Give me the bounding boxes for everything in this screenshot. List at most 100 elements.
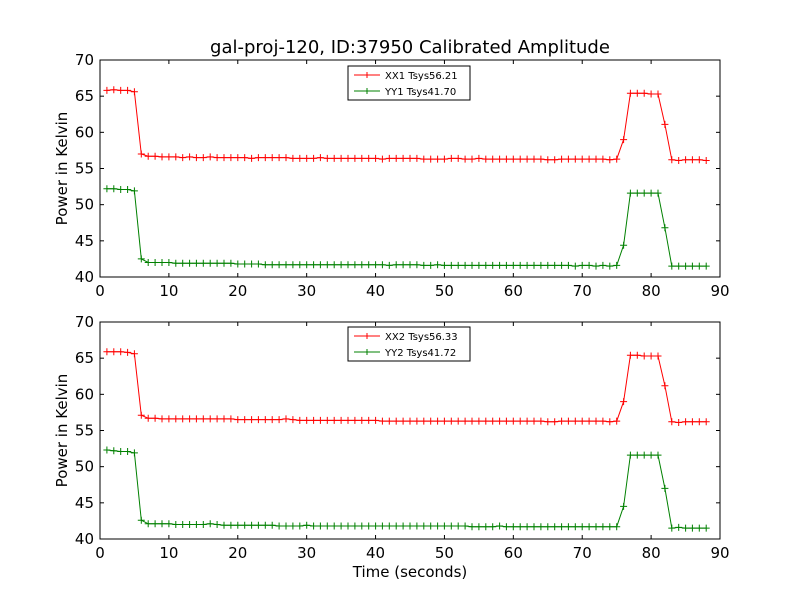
data-point-marker [337,416,345,424]
x-tick-label: 10 [159,544,178,562]
legend-entry: XX1 Tsys56.21 [354,71,458,82]
data-point-marker [599,523,607,531]
data-point-marker [468,417,476,425]
data-point-marker [620,502,628,510]
data-point-marker [213,521,221,528]
data-point-marker [413,154,421,162]
data-point-marker [440,261,448,269]
data-point-marker [248,416,256,424]
data-point-marker [172,415,180,423]
data-point-marker [523,261,531,269]
data-point-marker [537,417,545,425]
data-point-marker [626,451,634,459]
data-point-marker [509,417,517,425]
data-point-marker [668,262,676,270]
legend: XX1 Tsys56.21 YY1 Tsys41.70 [347,65,471,101]
data-point-marker [620,136,628,144]
data-point-marker [489,417,497,425]
data-point-marker [578,155,586,163]
data-point-marker [124,86,132,94]
data-point-marker [158,415,166,423]
data-point-marker [144,520,152,528]
data-point-marker [606,262,614,270]
x-tick-label: 0 [95,544,105,562]
data-point-marker [344,416,352,424]
x-tick-label: 60 [504,282,523,300]
data-point-marker [130,449,138,457]
data-point-marker [199,154,207,162]
data-point-marker [323,522,331,530]
data-point-marker [289,261,297,269]
data-point-marker [282,415,290,423]
data-point-marker [192,415,200,423]
data-point-marker [530,417,538,425]
data-point-marker [310,261,318,269]
x-tick-label: 90 [710,282,729,300]
data-point-marker [537,523,545,531]
y-tick-label: 50 [75,196,94,214]
y-tick-label: 70 [75,313,94,331]
data-point-marker [392,154,400,162]
data-point-marker [675,262,683,270]
legend-entry: YY1 Tsys41.70 [354,87,456,98]
data-point-marker [151,414,159,422]
data-point-marker [399,261,407,269]
data-point-marker [234,416,242,424]
data-point-marker [316,522,324,530]
data-point-marker [213,259,221,267]
data-point-marker [137,255,145,263]
data-point-marker [578,417,586,425]
legend-swatch-marker [364,88,370,94]
data-point-marker [544,261,552,269]
data-point-marker [227,154,235,162]
data-point-marker [220,521,228,529]
data-point-marker [186,153,194,161]
data-point-marker [496,417,504,425]
data-point-marker [179,259,187,267]
data-point-marker [330,154,338,162]
data-point-marker [103,86,111,94]
data-point-marker [654,90,662,98]
data-point-marker [688,524,696,532]
data-point-marker [351,154,359,162]
data-point-marker [482,155,490,163]
data-point-marker [626,351,634,359]
data-point-marker [241,521,249,529]
data-point-marker [461,261,469,269]
data-point-marker [117,86,125,94]
data-point-marker [571,417,579,425]
data-point-marker [558,417,566,425]
data-point-marker [592,417,600,425]
data-point-marker [454,522,462,530]
data-point-marker [558,155,566,163]
data-point-marker [296,261,304,269]
data-point-marker [372,416,380,424]
data-point-marker [220,259,228,267]
y-tick-label: 45 [75,494,94,512]
data-point-marker [427,155,435,163]
data-point-marker [564,261,572,269]
data-point-marker [179,154,187,162]
data-point-marker [344,154,352,162]
data-point-marker [186,521,194,528]
data-point-marker [551,261,559,269]
data-point-marker [688,418,696,426]
data-point-marker [365,522,373,530]
legend-label: YY2 Tsys41.72 [384,348,456,359]
data-point-marker [516,417,524,425]
data-point-marker [496,261,504,269]
data-point-marker [241,416,249,424]
data-point-marker [124,348,132,356]
data-point-marker [248,154,256,162]
data-point-marker [213,415,221,423]
data-point-marker [158,259,166,266]
data-point-marker [378,155,386,163]
data-point-marker [186,259,194,267]
data-point-marker [392,417,400,425]
data-point-marker [144,259,152,266]
data-point-marker [110,185,118,193]
data-point-marker [365,416,373,424]
data-point-marker [206,259,214,267]
data-point-marker [564,417,572,425]
